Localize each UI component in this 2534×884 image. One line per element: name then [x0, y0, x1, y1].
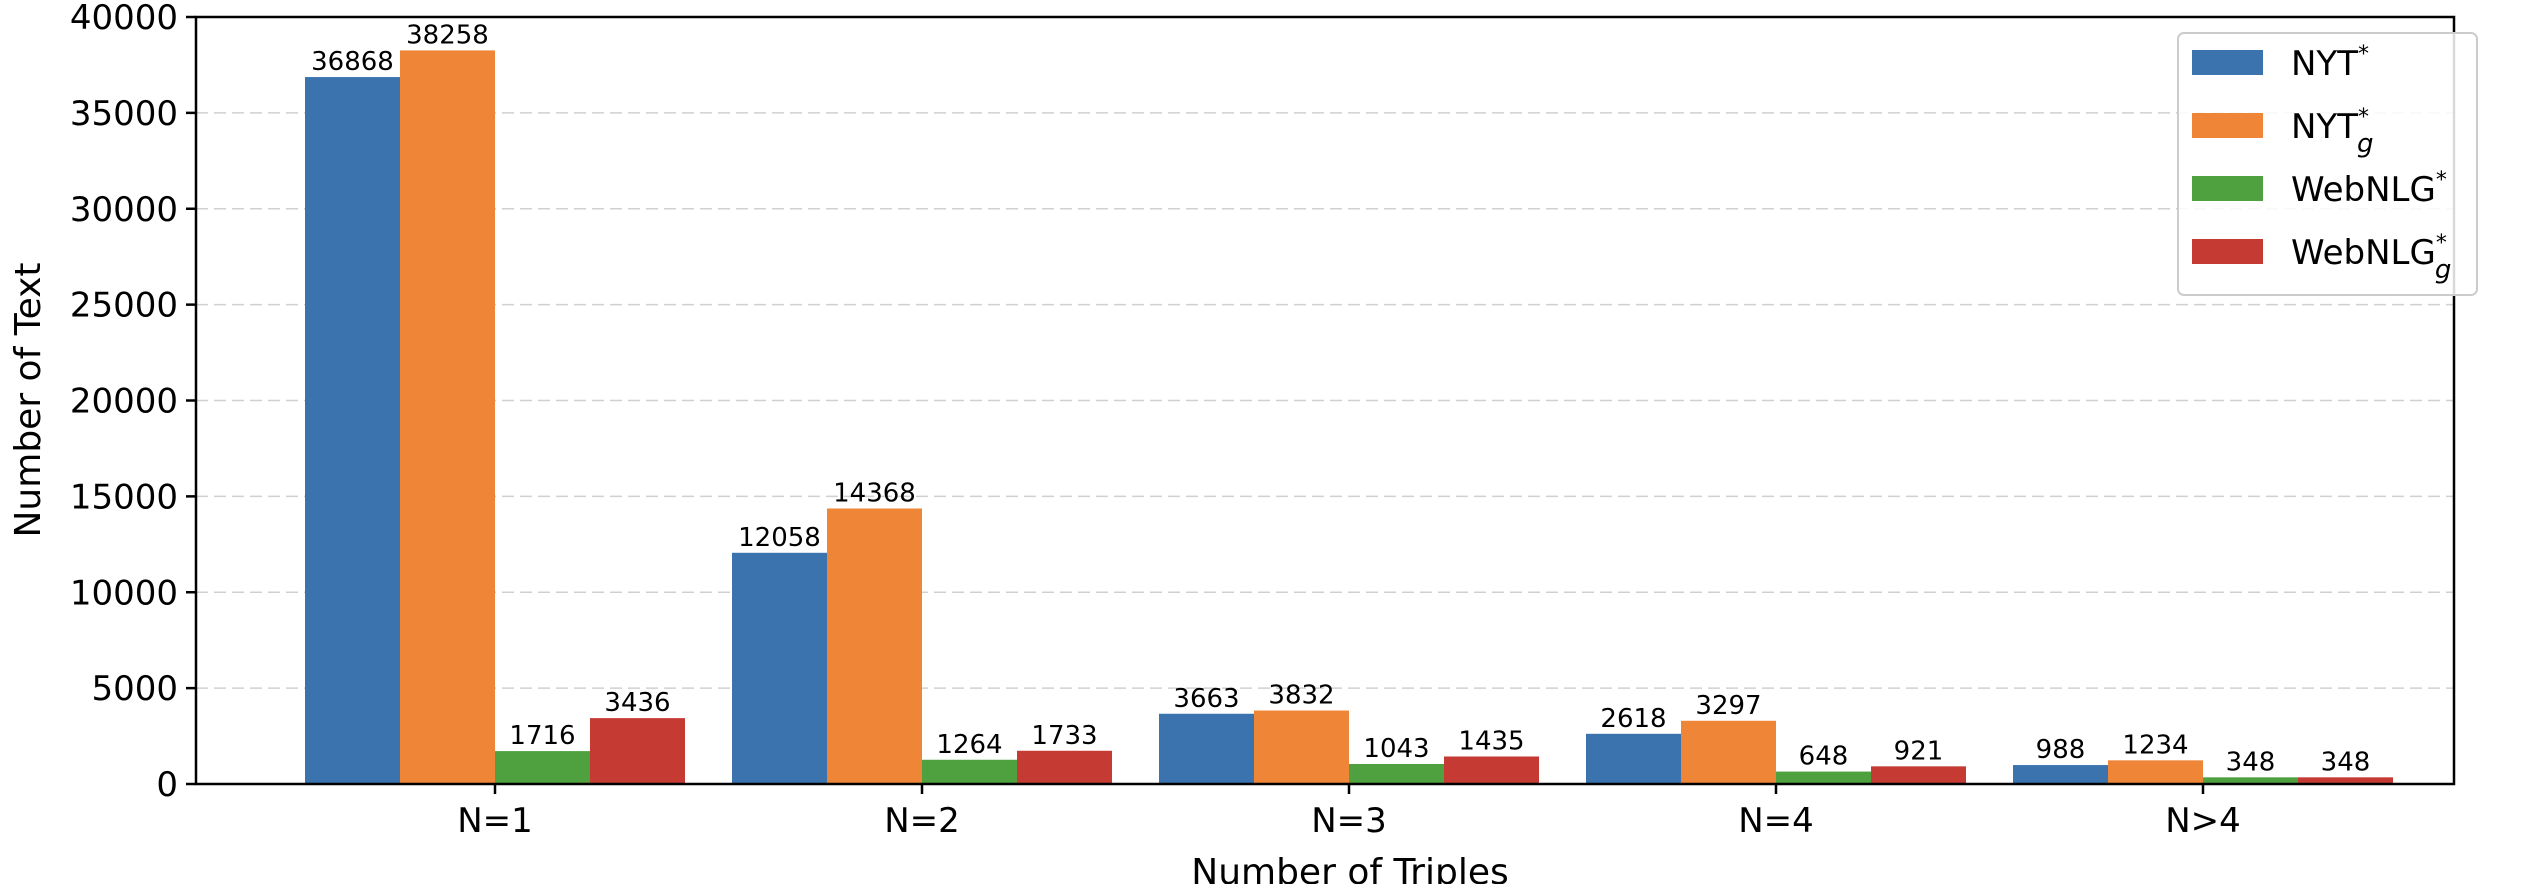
y-tick-label: 15000: [70, 477, 178, 517]
y-tick-label: 35000: [70, 94, 178, 134]
data-label: 1435: [1458, 726, 1524, 756]
y-tick-label: 40000: [70, 0, 178, 38]
bar: [2108, 760, 2203, 784]
bar: [305, 77, 400, 785]
data-label: 1716: [509, 721, 575, 751]
y-axis-label: Number of Text: [8, 262, 49, 537]
gridlines: [196, 112, 2454, 689]
bar: [1871, 766, 1966, 784]
y-tick-label: 5000: [91, 669, 178, 709]
bar: [2203, 777, 2298, 784]
x-axis-label: Number of Triples: [1191, 852, 1508, 884]
bar: [1444, 756, 1539, 784]
y-tick-label: 20000: [70, 382, 178, 422]
bar: [400, 50, 495, 785]
data-label: 348: [2321, 747, 2371, 777]
bar: [732, 552, 827, 784]
data-label: 1733: [1031, 721, 1097, 751]
data-label: 921: [1894, 736, 1944, 766]
data-label: 348: [2226, 747, 2276, 777]
bar: [1017, 750, 1112, 784]
data-label: 3297: [1695, 691, 1761, 721]
bar: [1254, 710, 1349, 784]
legend-label: NYT* g: [2291, 105, 2374, 159]
data-label: 1234: [2122, 730, 2188, 760]
y-tick-label: 30000: [70, 190, 178, 230]
bar: [1681, 720, 1776, 784]
legend-superscript: *: [2358, 105, 2369, 130]
x-tick-label: N=2: [884, 801, 960, 841]
legend-series-name: NYT: [2291, 44, 2358, 84]
x-tick-label: N=3: [1311, 801, 1387, 841]
legend-superscript: *: [2358, 42, 2369, 67]
data-label: 1043: [1363, 734, 1429, 764]
data-label: 648: [1799, 742, 1849, 772]
bar: [1776, 771, 1871, 784]
legend-subscript: g: [2357, 129, 2374, 159]
legend-frame: [2177, 32, 2478, 296]
data-label: 1264: [936, 730, 1002, 760]
bars: [305, 50, 2393, 785]
legend-subscript: g: [2435, 255, 2452, 285]
data-label: 988: [2036, 735, 2086, 765]
y-tick-label: 10000: [70, 573, 178, 613]
bar: [495, 751, 590, 784]
data-label: 12058: [738, 523, 821, 553]
data-label: 2618: [1600, 704, 1666, 734]
bar: [1349, 764, 1444, 784]
y-tick-label: 0: [156, 765, 178, 805]
bar: [1586, 733, 1681, 784]
y-axis: 0 5000 10000 15000 20000 25000 30000 35000 40000: [70, 0, 196, 805]
bar: [922, 759, 1017, 784]
bar: [2013, 765, 2108, 784]
data-label: 36868: [311, 47, 394, 77]
data-label: 38258: [406, 20, 489, 50]
bar: [590, 718, 685, 784]
x-tick-label: N=1: [457, 801, 533, 841]
bar: [2298, 777, 2393, 784]
legend-swatch: [2192, 50, 2263, 75]
legend-label: WebNLG* g: [2291, 231, 2451, 285]
data-label: 3436: [604, 688, 670, 718]
x-axis: N=1 N=2 N=3 N=4 N>4: [457, 784, 2241, 841]
bar: [827, 508, 922, 784]
legend-label: WebNLG*: [2291, 168, 2447, 210]
data-label: 14368: [833, 478, 916, 508]
legend-series-name: NYT: [2291, 107, 2358, 147]
data-label: 3663: [1173, 684, 1239, 714]
data-labels: 36868 38258 1716 3436 12058 14368 1264 1733 3663…: [311, 20, 2370, 777]
legend-swatch: [2192, 113, 2263, 138]
x-tick-label: N=4: [1738, 801, 1814, 841]
x-tick-label: N>4: [2165, 801, 2241, 841]
data-label: 3832: [1268, 681, 1334, 711]
legend-series-name: WebNLG: [2291, 233, 2436, 273]
bar: [1159, 713, 1254, 784]
y-tick-label: 25000: [70, 286, 178, 326]
legend-superscript: *: [2436, 231, 2447, 256]
legend-swatch: [2192, 239, 2263, 264]
legend-superscript: *: [2436, 168, 2447, 193]
legend-series-name: WebNLG: [2291, 170, 2436, 210]
legend-swatch: [2192, 176, 2263, 201]
legend-label: NYT*: [2291, 42, 2369, 84]
